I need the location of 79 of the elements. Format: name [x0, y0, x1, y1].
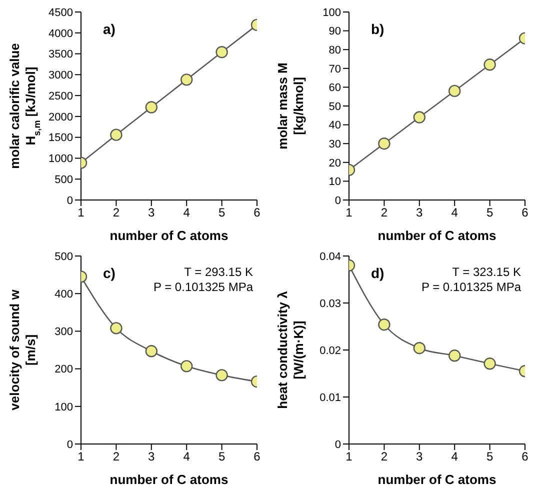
x-tick-label: 5 — [218, 206, 226, 220]
y-tick-label: 70 — [328, 63, 341, 76]
annotation: b) — [371, 21, 384, 37]
y-tick-label: 400 — [54, 288, 73, 301]
y-tick-label: 0 — [66, 194, 73, 207]
point — [180, 74, 193, 86]
y-tick-label: 0.04 — [320, 250, 341, 263]
y-tick-label: 300 — [54, 326, 73, 338]
x-tick-label: 1 — [346, 206, 353, 220]
x-axis-title: number of C atoms — [378, 228, 496, 243]
x-axis-title: number of C atoms — [110, 472, 228, 487]
y-tick-label: 40 — [328, 120, 341, 132]
y-tick-label: 100 — [322, 6, 341, 19]
x-tick-label: 5 — [486, 206, 494, 220]
x-axis-title: number of C atoms — [378, 472, 496, 487]
y-tick-label: 10 — [328, 176, 341, 188]
x-tick-label: 4 — [183, 450, 190, 464]
point — [180, 360, 193, 372]
y-tick-label: 500 — [54, 250, 73, 263]
x-tick-label: 5 — [218, 450, 226, 464]
annotation: c) — [103, 265, 116, 281]
x-tick-label: 3 — [416, 450, 424, 464]
x-tick-label: 6 — [254, 206, 261, 220]
annotation: a) — [103, 21, 116, 37]
x-tick-label: 4 — [451, 206, 458, 220]
y-tick-label: 100 — [54, 401, 73, 414]
y-tick-label: 4000 — [48, 28, 73, 40]
x-tick-label: 1 — [78, 450, 85, 464]
annotation: T = 293.15 K — [184, 265, 253, 279]
y-tick-label: 80 — [328, 44, 341, 57]
y-tick-label: 3000 — [48, 70, 73, 82]
x-tick-label: 6 — [254, 450, 261, 464]
x-tick-label: 2 — [380, 450, 388, 464]
y-tick-label: 4500 — [48, 6, 73, 19]
y-tick-label: 500 — [54, 174, 73, 186]
y-tick-label: 60 — [328, 82, 341, 94]
y-axis-title: heat conductivity λ [W/(m·K)] — [275, 290, 306, 409]
x-tick-label: 4 — [451, 450, 458, 464]
x-tick-label: 3 — [416, 206, 424, 220]
annotation: T = 323.15 K — [452, 265, 521, 279]
x-tick-label: 1 — [346, 450, 353, 464]
y-tick-label: 3500 — [48, 48, 73, 61]
x-tick-label: 6 — [522, 206, 529, 220]
annotation: P = 0.101325 MPa — [421, 280, 522, 294]
x-tick-label: 2 — [380, 206, 388, 220]
x-tick-label: 2 — [112, 206, 120, 220]
y-tick-label: 30 — [328, 138, 341, 151]
y-axis-title: molar mass M [kg/kmol] — [275, 62, 306, 150]
y-tick-label: 20 — [328, 157, 341, 170]
y-tick-label: 2500 — [48, 90, 73, 102]
y-tick-label: 0.03 — [320, 298, 341, 310]
point — [413, 342, 426, 354]
y-tick-label: 90 — [328, 26, 341, 38]
point — [145, 101, 158, 114]
annotation: d) — [371, 265, 384, 281]
x-tick-label: 5 — [486, 450, 494, 464]
y-tick-label: 0.01 — [320, 392, 341, 404]
y-tick-label: 0 — [334, 438, 341, 451]
x-tick-label: 2 — [112, 450, 120, 464]
point — [413, 111, 426, 124]
y-tick-label: 1000 — [48, 153, 73, 166]
point — [448, 84, 461, 98]
y-tick-label: 0 — [66, 438, 73, 451]
y-tick-label: 0 — [334, 194, 341, 207]
y-tick-label: 200 — [54, 364, 73, 376]
x-tick-label: 3 — [148, 450, 156, 464]
x-tick-label: 6 — [522, 450, 529, 464]
x-axis-title: number of C atoms — [110, 228, 228, 243]
x-tick-label: 3 — [148, 206, 156, 220]
point — [448, 350, 461, 362]
annotation: P = 0.101325 MPa — [153, 280, 254, 294]
y-tick-label: 1500 — [48, 132, 73, 144]
y-tick-label: 50 — [328, 100, 341, 113]
x-tick-label: 1 — [78, 206, 85, 220]
y-tick-label: 0.02 — [320, 344, 341, 357]
y-axis-title: velocity of sound w [m/s] — [7, 288, 38, 410]
y-tick-label: 2000 — [48, 111, 73, 124]
point — [145, 345, 158, 358]
x-tick-label: 4 — [183, 206, 190, 220]
